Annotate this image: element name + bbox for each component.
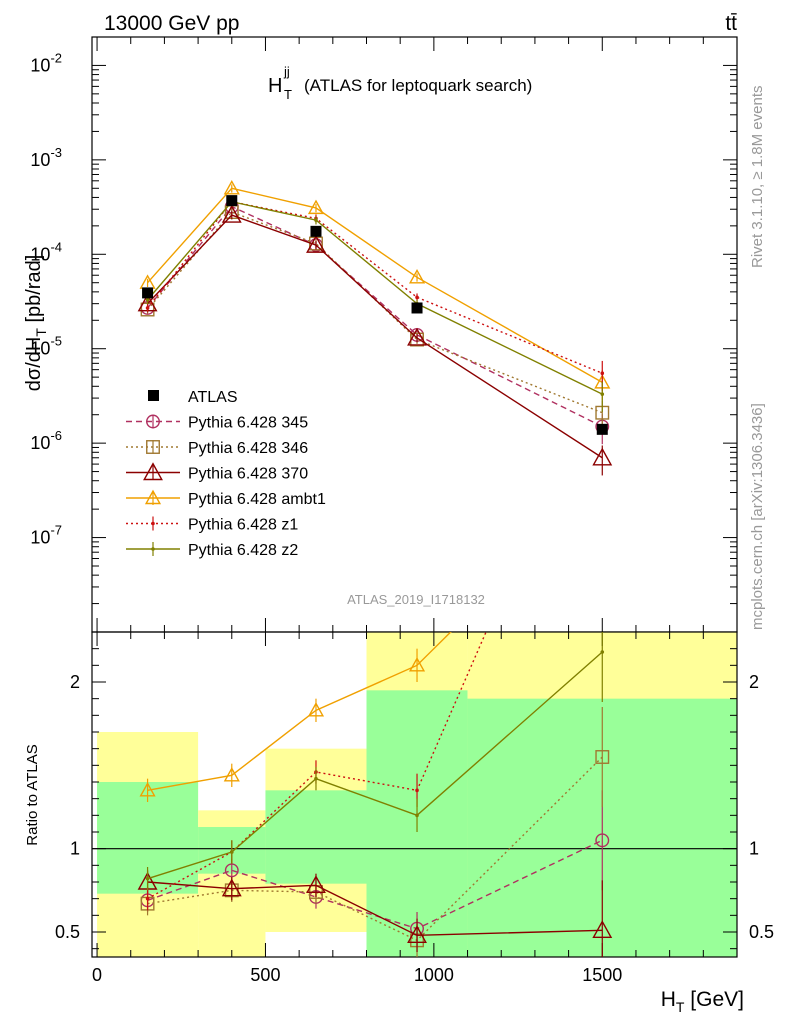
header-right: tt̄ [725,12,737,35]
marker-p345 [595,833,610,848]
plot-title-rest: (ATLAS for leptoquark search) [304,76,532,95]
marker-atlas [411,302,423,314]
ratio-line-p346 [147,756,603,942]
marker-z2 [145,297,150,302]
xtick-label: 500 [250,965,280,985]
plot-title-sub: T [284,87,292,102]
legend-label-p370: Pythia 6.428 370 [188,466,308,483]
marker-atlas [142,287,154,299]
marker-p370 [407,327,427,346]
plot-title-main: H [268,75,282,97]
main-series [137,179,613,476]
svg-text:dσ/dHT [pb/rad]: dσ/dHT [pb/rad] [23,255,49,392]
marker-p370 [407,925,427,944]
marker-p370 [143,462,163,481]
band-green-2 [265,790,367,884]
ratio-ytick-label: 1 [70,839,80,859]
marker-p346 [146,440,160,454]
ratio-series [137,475,613,957]
marker-z1 [145,306,150,310]
marker-z2 [415,813,419,818]
marker-p345 [146,414,160,429]
marker-ambt1 [139,782,156,797]
analysis-id: ATLAS_2019_I1718132 [347,592,485,607]
svg-text:HT [GeV]: HT [GeV] [661,988,744,1015]
marker-p370 [306,875,326,894]
marker-ambt1 [223,179,240,195]
ratio-line-p345 [147,839,603,930]
marker-z2 [600,392,605,396]
marker-ambt1 [307,199,325,215]
marker-p346 [595,750,610,764]
main-ytick-label: 10-3 [30,145,62,170]
legend-label-atlas: ATLAS [188,389,238,406]
main-ytick-label: 10-7 [30,523,62,548]
marker-ambt1 [595,475,609,487]
marker-p370 [221,878,242,897]
main-ylabel: dσ/dHT [pb/rad] [23,255,49,392]
marker-z2 [314,776,318,781]
marker-z2 [314,218,318,222]
ratio-ytick-label-right: 0.5 [749,922,774,942]
marker-z1 [415,295,419,300]
legend-label-ambt1: Pythia 6.428 ambt1 [188,491,326,508]
ratio-ytick-label: 0.5 [55,922,80,942]
plot-title-sup: jj [283,64,290,79]
ratio-ytick-label-right: 2 [749,672,759,692]
main-ytick-label: 10-5 [30,334,62,359]
legend-label-p346: Pythia 6.428 346 [188,440,308,457]
xtick-label: 0 [92,965,102,985]
plot-title: H jj T (ATLAS for leptoquark search) [268,64,532,102]
marker-z1 [415,788,419,793]
xtick-label: 1000 [414,965,454,985]
marker-z2 [229,850,234,854]
marker-ambt1 [307,702,325,717]
main-ytick-label: 10-2 [30,50,62,75]
marker-p370 [306,234,326,253]
marker-atlas [310,225,322,237]
marker-atlas [226,195,238,207]
ratio-frame [91,631,738,958]
marker-p370 [592,447,613,466]
line-z1 [147,200,603,374]
marker-p370 [221,204,242,223]
marker-ambt1 [408,269,426,284]
legend-label-z2: Pythia 6.428 z2 [188,542,298,559]
line-p346 [147,211,603,414]
rivet-label: Rivet 3.1.10, ≥ 1.8M events [749,86,766,269]
marker-p370 [592,920,613,939]
ratio-ylabel: Ratio to ATLAS [24,744,41,845]
ratio-ytick-label: 2 [70,672,80,692]
xtick-label: 1500 [582,965,622,985]
header-left: 13000 GeV pp [104,12,239,35]
legend-label-z1: Pythia 6.428 z1 [188,517,298,534]
marker-ambt1 [408,657,426,672]
ratio-ytick-label-right: 1 [749,839,759,859]
line-ambt1 [147,187,603,383]
main-ytick-label: 10-4 [30,239,62,264]
legend-label-p345: Pythia 6.428 345 [188,415,308,432]
marker-z1 [600,371,605,376]
marker-ambt1 [144,489,162,505]
marker-z1 [145,896,150,901]
marker-z2 [145,876,150,881]
marker-z2 [600,650,605,654]
marker-atlas [596,423,608,435]
xlabel: HT [GeV] [661,988,744,1015]
marker-z1 [151,521,155,526]
marker-p345 [224,863,239,878]
marker-z2 [151,547,155,551]
main-ytick-label: 10-6 [30,428,62,453]
legend-marker-atlas [148,390,159,401]
marker-ambt1 [223,767,240,782]
mcplots-label: mcplots.cern.ch [arXiv:1306.3436] [749,403,766,630]
